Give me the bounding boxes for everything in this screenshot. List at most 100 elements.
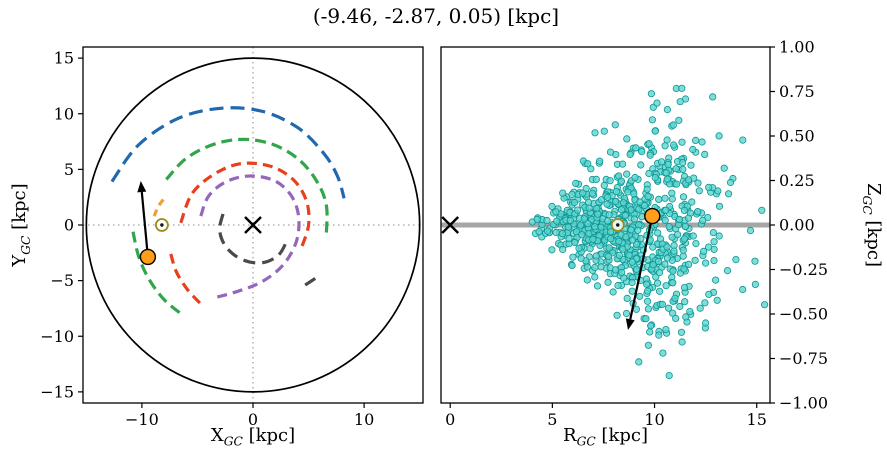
xlabel-left-sub: GC (223, 434, 243, 449)
star-point (680, 206, 689, 214)
y-tick-label: −5 (50, 271, 74, 290)
star-point (732, 255, 740, 264)
star-point (628, 287, 636, 295)
star-point (578, 231, 586, 239)
star-point (625, 251, 633, 259)
star-point (694, 179, 702, 187)
x-axis-label-left-panel: XGC [kpc] (83, 425, 423, 449)
star-point (711, 276, 720, 284)
star-point (624, 188, 632, 196)
star-point (640, 201, 649, 210)
y-tick-label: −0.25 (779, 260, 828, 279)
y-axis-label-left-panel: YGC [kpc] (9, 183, 33, 266)
star-point (695, 187, 703, 195)
star-point (619, 199, 628, 207)
star-point (649, 261, 657, 269)
star-point (642, 280, 651, 288)
star-point (606, 177, 614, 185)
star-point (559, 189, 567, 197)
star-point (649, 243, 657, 251)
star-point (664, 304, 673, 312)
xlabel-right-sub: GC (576, 434, 596, 449)
star-point (614, 281, 622, 290)
xlabel-right-unit: [kpc] (595, 425, 648, 446)
star-point (615, 251, 624, 259)
star-point (628, 258, 636, 266)
star-point (664, 161, 672, 169)
velocity-arrow-head (137, 181, 147, 193)
star-point (630, 190, 638, 198)
star-point (680, 265, 688, 273)
star-point (687, 161, 695, 169)
star-point (543, 227, 552, 235)
star-point (583, 263, 592, 271)
star-point (607, 235, 615, 243)
star-point (604, 252, 613, 260)
x-axis-label-right-panel: RGC [kpc] (441, 425, 770, 449)
x-tick-label: 15 (747, 410, 767, 429)
star-point (694, 208, 702, 216)
star-point (751, 280, 760, 288)
star-point (675, 116, 683, 124)
star-point (611, 266, 620, 274)
star-point (678, 84, 686, 92)
y-tick-label: 15 (54, 49, 74, 68)
star-point (679, 159, 687, 167)
galactic-center-x-marker (441, 216, 460, 234)
star-point (617, 206, 626, 214)
star-point (726, 178, 735, 187)
left-panel-galaxy-top-view: −10 0 10 −15 −10 −5 0 5 10 15 (40, 46, 424, 429)
perseus-arm-south (131, 231, 181, 315)
star-point (751, 257, 759, 265)
star-point (678, 138, 686, 146)
star-point (606, 228, 615, 236)
star-point (723, 266, 732, 275)
star-point (622, 309, 631, 318)
star-point (681, 298, 689, 306)
star-point (647, 90, 656, 98)
star-point (682, 313, 690, 321)
star-point (572, 228, 581, 236)
star-point (586, 245, 594, 253)
y-tick-label: 0.75 (779, 82, 815, 101)
star-point (591, 129, 599, 137)
y-tick-label: −0.50 (779, 305, 828, 324)
star-point (626, 150, 634, 159)
ylabel-right-main: Z (862, 183, 884, 196)
star-point (689, 232, 697, 240)
y-tick-label: −1.00 (779, 394, 828, 413)
x-tick-label: 5 (547, 410, 557, 429)
star-point (676, 98, 684, 106)
star-point (595, 157, 604, 165)
velocity-arrow-head (625, 318, 635, 331)
star-point (609, 288, 617, 296)
star-point (672, 180, 681, 188)
star-point (651, 127, 659, 135)
y-tick-label: 0.50 (779, 127, 815, 146)
star-point (580, 215, 588, 223)
y-tick-label: 5 (64, 160, 74, 179)
star-point (684, 176, 693, 184)
star-point (669, 141, 678, 149)
star-point (617, 268, 626, 276)
star-point (662, 325, 670, 334)
star-point (558, 230, 567, 238)
star-point (621, 211, 629, 220)
star-point (655, 195, 663, 203)
star-point (591, 273, 599, 281)
star-point (632, 240, 641, 248)
outer-arm (110, 106, 346, 199)
star-point (637, 235, 645, 243)
star-point (657, 158, 666, 166)
y-tick-label: 1.00 (779, 38, 815, 57)
y-axis-label-right-panel: ZGC [kpc] (860, 183, 884, 267)
right-panel-radius-height-view: 0 5 10 15 1.00 0.75 0.50 0.25 0.00 −0.25 −0.50 −0.7… (440, 38, 828, 429)
star-point (710, 256, 718, 265)
star-point (646, 328, 654, 336)
star-point (661, 216, 669, 224)
star-point (582, 184, 590, 193)
star-point (709, 229, 718, 237)
star-point (714, 187, 722, 195)
star-point (636, 292, 644, 300)
x-tick-label: 0 (445, 410, 455, 429)
